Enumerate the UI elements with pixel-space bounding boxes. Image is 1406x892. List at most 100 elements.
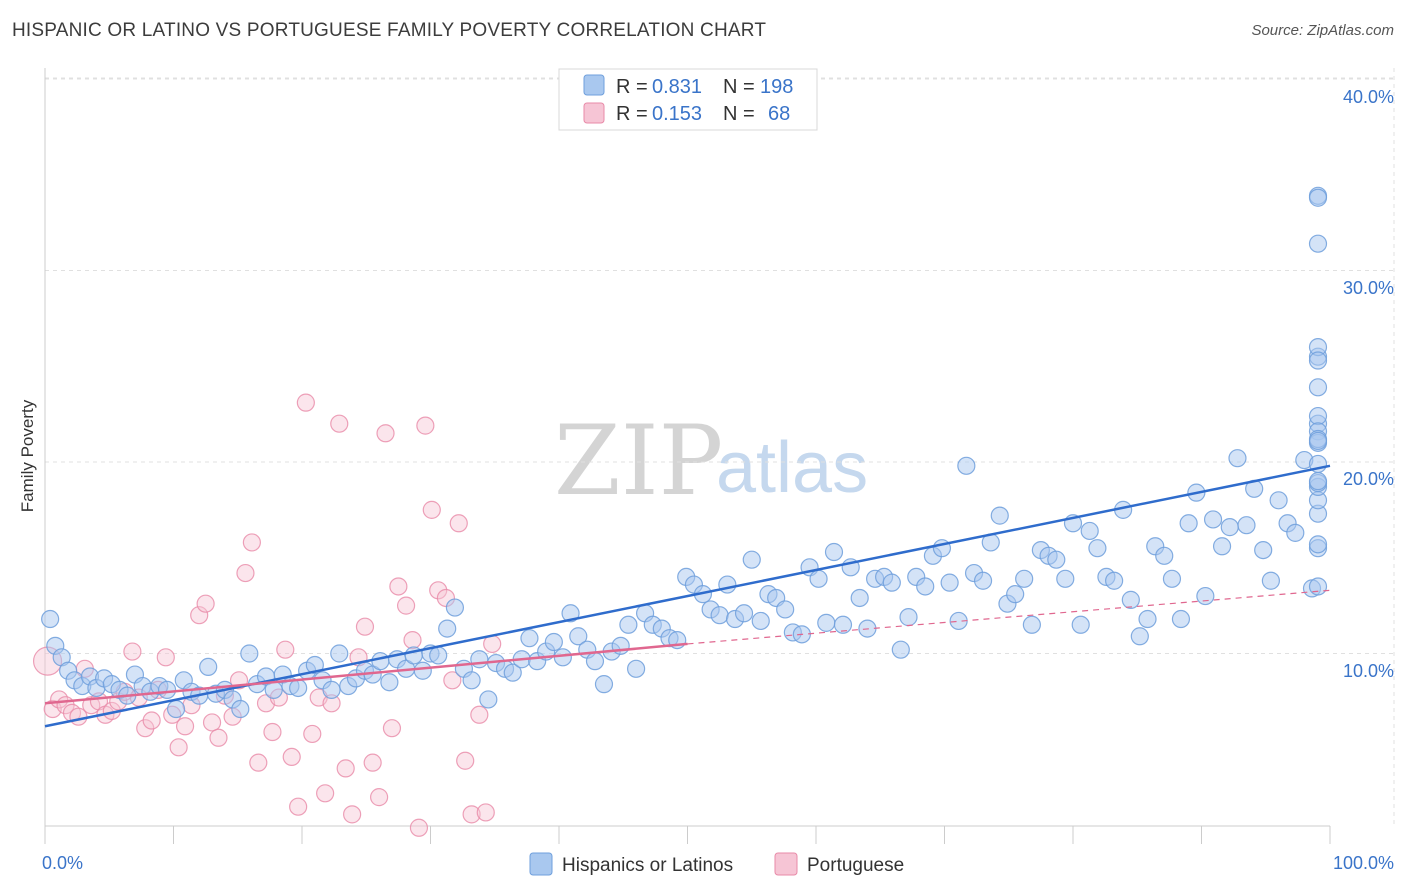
x-axis-ticks <box>44 826 1331 844</box>
portuguese-point <box>416 416 435 435</box>
hispanic-point <box>1080 521 1099 541</box>
series-legend-swatch-portuguese <box>774 852 798 876</box>
legend-r-label-1: R = <box>616 76 648 98</box>
hispanic-point <box>561 604 580 623</box>
hispanic-point <box>1130 627 1149 646</box>
portuguese-point <box>190 606 209 625</box>
y-tick-label-30: 30.0% <box>1343 278 1394 298</box>
portuguese-point <box>376 424 395 443</box>
portuguese-point <box>343 805 362 824</box>
portuguese-point <box>403 630 422 650</box>
portuguese-point <box>202 713 222 732</box>
portuguese-point <box>336 759 355 778</box>
series-legend-label-hispanic: Hispanics or Latinos <box>562 855 733 876</box>
hispanic-point <box>41 609 60 629</box>
hispanic-point <box>619 615 638 634</box>
hispanic-point <box>899 608 918 627</box>
hispanic-point <box>916 577 935 596</box>
watermark-atlas: atlas <box>716 428 868 508</box>
hispanic-point <box>380 673 399 692</box>
trend-lines <box>44 464 1331 728</box>
hispanic-point <box>882 573 901 592</box>
hispanic-point <box>809 569 828 588</box>
hispanic-point <box>1308 351 1328 370</box>
portuguese-point <box>389 577 408 596</box>
portuguese-point <box>142 711 161 730</box>
portuguese-point <box>330 414 349 433</box>
hispanic-point <box>553 648 572 667</box>
hispanic-point <box>1308 535 1328 554</box>
hispanic-point <box>1308 188 1328 207</box>
portuguese-point <box>355 617 375 636</box>
y-axis-title: Family Poverty <box>18 399 37 512</box>
hispanic-point <box>1308 472 1328 491</box>
hispanic-point <box>1056 569 1075 588</box>
hispanic-point <box>718 575 737 594</box>
hispanic-point <box>957 456 976 475</box>
legend-n-value-1: 198 <box>760 76 793 98</box>
hispanic-point <box>585 652 605 671</box>
hispanic-point <box>371 652 390 671</box>
portuguese-point <box>456 751 475 770</box>
x-tick-label-max: 100.0% <box>1333 853 1394 873</box>
hispanic-point <box>594 675 614 694</box>
legend-r-value-1: 0.831 <box>652 76 702 98</box>
hispanic-point <box>1155 546 1174 565</box>
hispanic-point <box>157 680 177 699</box>
hispanic-point <box>990 506 1009 525</box>
trend-line-portuguese <box>44 642 688 705</box>
hispanic-point <box>479 690 498 709</box>
hispanic-point <box>734 604 754 623</box>
portuguese-point <box>382 719 402 738</box>
hispanic-point <box>569 627 588 646</box>
portuguese-point <box>169 738 188 757</box>
portuguese-point <box>123 642 142 661</box>
series-portuguese <box>32 393 502 837</box>
y-tick-labels: 10.0% 20.0% 30.0% 40.0% <box>1343 87 1394 681</box>
hispanic-point <box>520 629 539 648</box>
hispanic-point <box>445 598 465 617</box>
hispanic-point <box>305 655 324 675</box>
series-legend-label-portuguese: Portuguese <box>807 855 904 876</box>
watermark-zip: ZIP <box>554 405 723 517</box>
hispanic-point <box>544 632 563 652</box>
hispanic-point <box>322 680 341 699</box>
hispanic-point <box>438 619 457 638</box>
hispanic-point <box>1220 518 1239 537</box>
hispanic-point <box>289 678 308 698</box>
portuguese-point <box>282 747 301 767</box>
hispanic-point <box>1171 609 1191 629</box>
hispanic-point <box>751 611 770 631</box>
portuguese-point <box>249 753 268 772</box>
portuguese-point <box>156 648 175 667</box>
hispanic-point <box>850 588 869 608</box>
hispanic-point <box>1308 406 1328 426</box>
hispanic-point <box>1022 615 1041 634</box>
trend-line-portuguese-extension <box>687 589 1331 645</box>
y-tick-label-10: 10.0% <box>1343 661 1394 681</box>
hispanic-point <box>1203 510 1223 529</box>
hispanic-point <box>776 600 795 619</box>
portuguese-point <box>396 596 416 615</box>
hispanic-point <box>413 661 432 680</box>
hispanic-point <box>940 573 959 592</box>
hispanic-point <box>1196 586 1215 606</box>
portuguese-point <box>449 514 468 533</box>
hispanic-point <box>1179 514 1198 533</box>
portuguese-point <box>409 818 429 837</box>
hispanic-point <box>231 699 250 719</box>
hispanic-point <box>833 615 853 634</box>
portuguese-point <box>276 640 295 659</box>
series-legend-swatch-hispanic <box>529 852 553 876</box>
portuguese-point <box>429 581 448 600</box>
hispanic-point <box>1228 449 1247 468</box>
portuguese-point <box>303 724 322 744</box>
legend-n-label-1: N = <box>723 76 755 98</box>
hispanic-point <box>199 657 218 677</box>
hispanic-point <box>470 650 489 669</box>
chart-title: HISPANIC OR LATINO VS PORTUGUESE FAMILY … <box>12 20 767 41</box>
hispanic-point <box>462 671 481 690</box>
portuguese-point <box>363 753 382 772</box>
legend-n-label-2: N = <box>723 103 755 125</box>
hispanic-point <box>1254 540 1273 560</box>
